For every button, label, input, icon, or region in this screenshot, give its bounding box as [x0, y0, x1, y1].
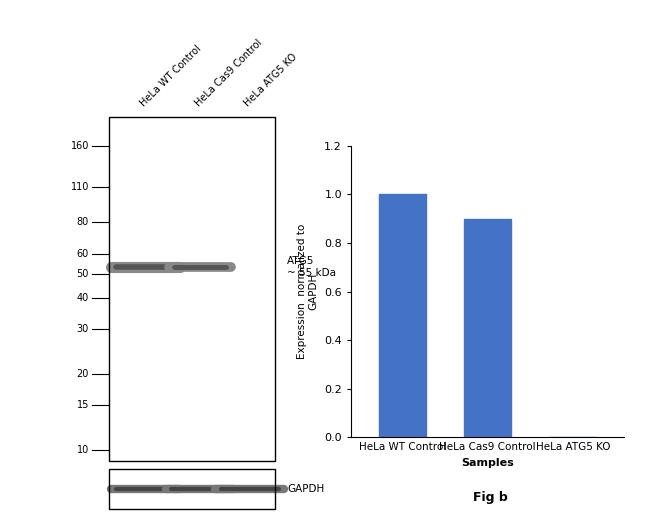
- Text: Fig b: Fig b: [473, 491, 508, 504]
- Text: 50: 50: [77, 269, 89, 279]
- Text: 80: 80: [77, 217, 89, 227]
- Text: HeLa Cas9 Control: HeLa Cas9 Control: [193, 38, 264, 109]
- Text: HeLa WT Control: HeLa WT Control: [138, 44, 203, 109]
- Text: 20: 20: [77, 369, 89, 379]
- Text: GAPDH: GAPDH: [287, 484, 324, 494]
- Text: 15: 15: [77, 400, 89, 410]
- Bar: [464, 218, 511, 437]
- Text: 60: 60: [77, 249, 89, 259]
- Y-axis label: Expression  normalized to
GAPDH: Expression normalized to GAPDH: [297, 224, 318, 359]
- Text: 110: 110: [71, 182, 89, 192]
- Text: 40: 40: [77, 293, 89, 303]
- Text: 30: 30: [77, 324, 89, 334]
- Text: HeLa ATG5 KO: HeLa ATG5 KO: [242, 52, 300, 109]
- X-axis label: Samples: Samples: [461, 458, 514, 467]
- Text: 10: 10: [77, 445, 89, 455]
- Text: 160: 160: [71, 142, 89, 152]
- Text: ATG5
~ 55 kDa: ATG5 ~ 55 kDa: [287, 257, 336, 278]
- Bar: [379, 195, 426, 437]
